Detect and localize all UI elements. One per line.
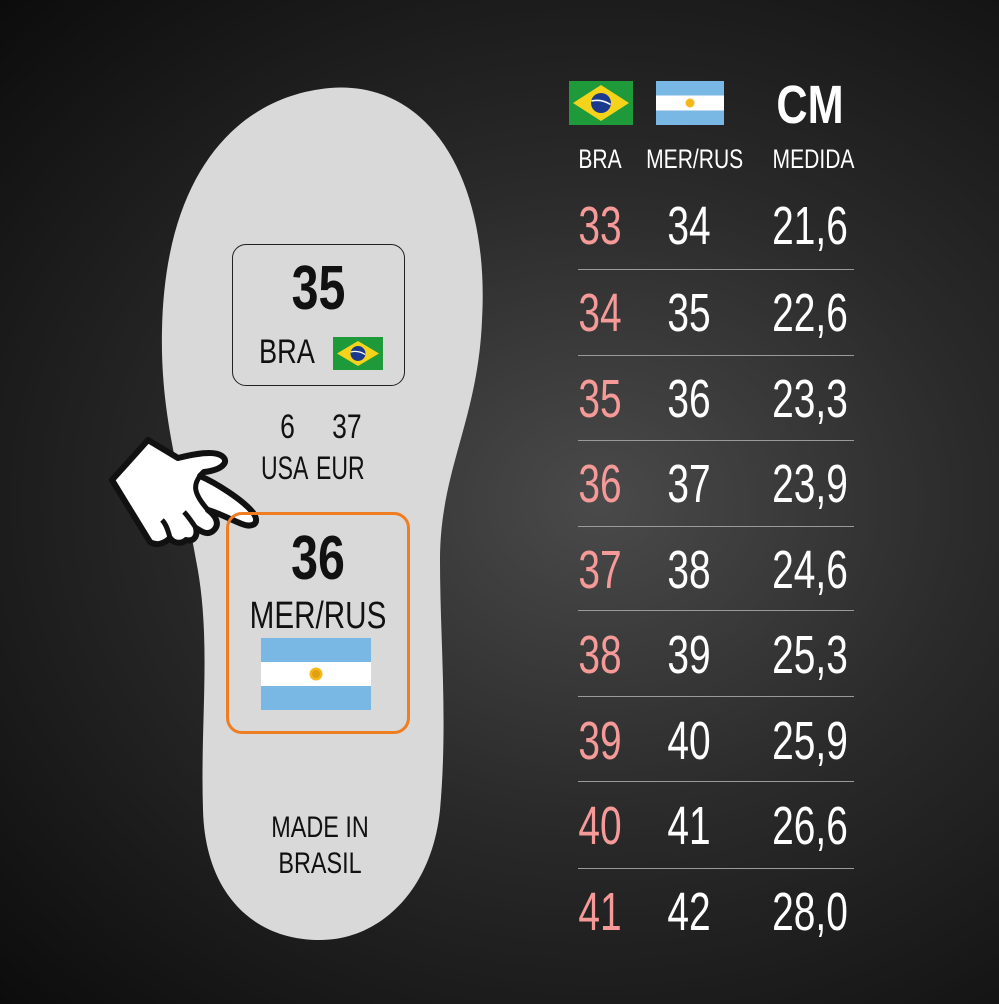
bra-cell: 38: [578, 625, 622, 685]
brazil-flag-icon: [333, 337, 383, 370]
cm-cell: 21,6: [772, 196, 848, 256]
usa-size-label: USA: [261, 450, 309, 486]
table-row: 36 37 23,9: [560, 453, 860, 539]
cm-cell: 23,9: [772, 454, 848, 514]
bra-size-box: 35 BRA: [232, 244, 405, 386]
mer-size-number: 36: [291, 524, 345, 593]
eur-size-label: EUR: [316, 450, 365, 486]
row-divider: [578, 868, 854, 869]
argentina-flag-icon: [656, 81, 724, 125]
bra-cell: 35: [578, 369, 622, 429]
row-divider: [578, 781, 854, 782]
bra-cell: 40: [578, 796, 622, 856]
mer-cell: 39: [667, 625, 711, 685]
column-header-mer-rus: MER/RUS: [646, 144, 744, 174]
bra-size-label: BRA: [259, 333, 315, 371]
cm-cell: 23,3: [772, 369, 848, 429]
mer-cell: 37: [667, 454, 711, 514]
mer-cell: 41: [667, 796, 711, 856]
mer-cell: 42: [667, 882, 711, 942]
cm-cell: 25,9: [772, 711, 848, 771]
mer-cell: 40: [667, 711, 711, 771]
row-divider: [578, 269, 854, 270]
made-in-line-1: MADE IN: [271, 811, 369, 844]
bra-cell: 34: [578, 283, 622, 343]
table-row: 37 38 24,6: [560, 539, 860, 625]
column-header-medida: MEDIDA: [772, 144, 855, 174]
argentina-flag-icon: [261, 638, 371, 710]
bra-cell: 39: [578, 711, 622, 771]
bra-cell: 33: [578, 196, 622, 256]
bra-cell: 41: [578, 882, 622, 942]
bra-cell: 36: [578, 454, 622, 514]
column-header-bra: BRA: [578, 144, 622, 174]
row-divider: [578, 696, 854, 697]
cm-cell: 22,6: [772, 283, 848, 343]
mer-cell: 36: [667, 369, 711, 429]
row-divider: [578, 526, 854, 527]
cm-cell: 26,6: [772, 796, 848, 856]
table-row: 33 34 21,6: [560, 195, 860, 281]
row-divider: [578, 440, 854, 441]
table-row: 39 40 25,9: [560, 710, 860, 796]
made-in-line-2: BRASIL: [278, 847, 362, 880]
usa-size-number: 6: [280, 408, 295, 446]
cm-cell: 24,6: [772, 540, 848, 600]
table-row: 41 42 28,0: [560, 881, 860, 967]
table-row: 40 41 26,6: [560, 795, 860, 881]
eur-size-number: 37: [332, 408, 362, 446]
pointing-hand-icon: [109, 437, 260, 548]
cm-cell: 28,0: [772, 882, 848, 942]
row-divider: [578, 355, 854, 356]
table-row: 38 39 25,3: [560, 624, 860, 710]
cm-cell: 25,3: [772, 625, 848, 685]
brazil-flag-icon: [569, 81, 633, 125]
table-row: 34 35 22,6: [560, 282, 860, 368]
mer-size-box: 36 MER/RUS: [226, 512, 410, 734]
bra-size-number: 35: [291, 254, 346, 323]
mer-cell: 34: [667, 196, 711, 256]
table-title-cm: CM: [776, 75, 844, 135]
table-row: 35 36 23,3: [560, 368, 860, 454]
row-divider: [578, 610, 854, 611]
made-in-brasil: MADE IN BRASIL: [256, 810, 384, 882]
bra-cell: 37: [578, 540, 622, 600]
mer-size-label: MER/RUS: [249, 595, 387, 637]
mer-cell: 35: [667, 283, 711, 343]
mer-cell: 38: [667, 540, 711, 600]
